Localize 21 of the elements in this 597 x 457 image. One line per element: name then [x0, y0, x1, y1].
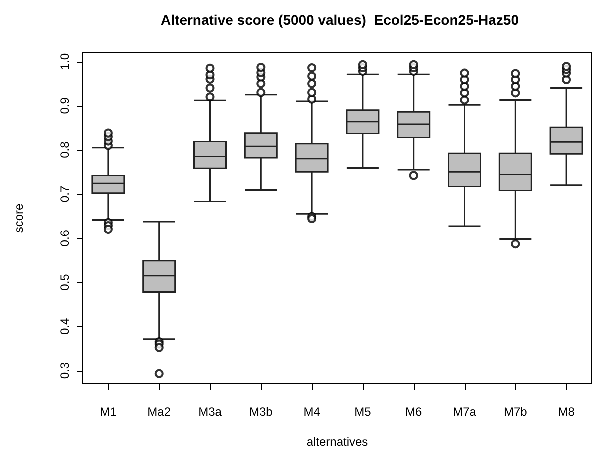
x-tick-label: M4	[304, 405, 321, 419]
y-tick-label: 0.3	[58, 362, 72, 380]
x-tick-label: Ma2	[148, 405, 172, 419]
y-tick-label: 0.6	[58, 230, 72, 247]
y-tick-label: 0.7	[58, 186, 72, 203]
x-tick-label: M6	[406, 405, 423, 419]
x-tick-label: M1	[100, 405, 118, 419]
x-tick-label: M8	[558, 405, 576, 419]
x-tick-label: M7b	[504, 405, 528, 419]
x-tick-label: M7a	[453, 405, 477, 419]
x-tick-label: M3b	[249, 405, 274, 419]
x-tick-label: M3a	[198, 405, 222, 419]
y-tick-label: 1.0	[58, 53, 72, 70]
y-tick-label: 0.5	[58, 274, 72, 291]
x-axis-title: alternatives	[306, 435, 368, 449]
y-axis-title: score	[12, 204, 26, 234]
chart-title: Alternative score (5000 values) Ecol25-Econ25-Haz50	[161, 12, 520, 28]
x-tick-label: M5	[354, 405, 372, 419]
y-tick-label: 0.4	[58, 318, 72, 335]
y-tick-label: 0.8	[58, 141, 72, 158]
y-tick-label: 0.9	[58, 97, 72, 114]
